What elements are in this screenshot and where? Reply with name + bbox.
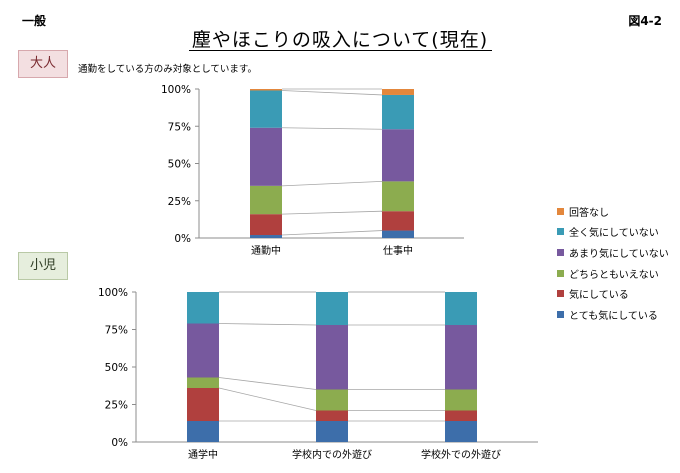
- child-series-line: [218, 323, 317, 326]
- adult-bar-segment: [382, 94, 414, 130]
- adult-series-line: [281, 210, 383, 215]
- child-bar-segment: [445, 389, 477, 411]
- child-bar-segment: [445, 292, 477, 325]
- legend-item: あまり気にしていない: [557, 242, 669, 263]
- adult-bar-segment: [382, 181, 414, 212]
- child-bar-segment: [445, 325, 477, 390]
- child-y-tick-label: 75%: [105, 325, 128, 337]
- child-tag: 小児: [18, 252, 68, 280]
- child-bar-segment: [187, 421, 219, 442]
- adult-note: 通勤をしている方のみ対象としています。: [78, 64, 257, 75]
- legend-item: 回答なし: [557, 201, 669, 222]
- child-y-tick-label: 100%: [98, 287, 128, 299]
- child-bar-segment: [316, 410, 348, 421]
- adult-y-tick-label: 75%: [168, 121, 191, 133]
- child-series-line: [218, 387, 317, 411]
- legend-label: 全く気にしていない: [569, 228, 659, 240]
- adult-bar-segment: [250, 214, 282, 236]
- adult-y-tick-label: 50%: [168, 159, 191, 171]
- adult-series-line: [281, 127, 383, 130]
- child-series-line: [218, 377, 317, 390]
- adult-series-line: [281, 90, 383, 96]
- adult-bar-segment: [250, 185, 282, 215]
- adult-bar-segment: [250, 90, 282, 128]
- adult-y-tick-label: 100%: [161, 84, 191, 96]
- child-bar-segment: [187, 323, 219, 378]
- adult-bar-segment: [250, 127, 282, 186]
- legend-swatch: [557, 207, 564, 215]
- adult-category-label: 通勤中: [251, 244, 281, 257]
- legend-item: 気にしている: [557, 283, 669, 304]
- adult-bar-segment: [382, 211, 414, 231]
- section-label: 一般: [22, 14, 47, 28]
- child-category-label: 学校外での外遊び: [421, 448, 501, 461]
- child-bar-segment: [316, 325, 348, 390]
- child-bar-segment: [445, 410, 477, 421]
- legend-swatch: [557, 269, 564, 277]
- adult-category-label: 仕事中: [383, 244, 413, 257]
- legend-swatch: [557, 310, 564, 318]
- legend-item: とても気にしている: [557, 304, 669, 325]
- child-y-tick-label: 25%: [105, 400, 128, 412]
- child-bar-segment: [187, 388, 219, 421]
- legend-label: あまり気にしていない: [569, 248, 669, 260]
- child-bar-segment: [187, 377, 219, 388]
- adult-bar-segment: [382, 89, 414, 95]
- legend-label: 気にしている: [569, 290, 629, 302]
- adult-series-line: [281, 230, 383, 236]
- adult-bar-segment: [382, 129, 414, 182]
- adult-bar-segment: [250, 89, 282, 91]
- legend-item: どちらともいえない: [557, 263, 669, 284]
- adult-y-tick-label: 0%: [174, 233, 191, 245]
- legend-label: とても気にしている: [569, 310, 658, 322]
- adult-bar-segment: [250, 235, 282, 238]
- chart-legend: 回答なし全く気にしていない あまり気にしていない どちらともいえない 気にしているとて…: [557, 201, 669, 325]
- child-y-tick-label: 0%: [111, 437, 128, 449]
- legend-swatch: [557, 228, 564, 236]
- legend-swatch: [557, 290, 564, 298]
- figure-number: 図4-2: [628, 14, 662, 28]
- legend-swatch: [557, 248, 564, 256]
- child-bar-segment: [316, 421, 348, 442]
- child-bar-segment: [316, 292, 348, 325]
- adult-series-line: [281, 180, 383, 187]
- title-underline: [189, 50, 492, 51]
- child-category-label: 通学中: [188, 448, 218, 461]
- adult-y-tick-label: 25%: [168, 196, 191, 208]
- legend-label: どちらともいえない: [569, 269, 659, 281]
- legend-item: 全く気にしていない: [557, 222, 669, 243]
- child-bar-segment: [445, 421, 477, 442]
- child-category-label: 学校内での外遊び: [292, 448, 372, 461]
- child-bar-segment: [187, 292, 219, 324]
- child-bar-segment: [316, 389, 348, 411]
- child-y-tick-label: 50%: [105, 362, 128, 374]
- page-title: 塵やほこりの吸入について(現在): [191, 29, 489, 51]
- adult-tag: 大人: [18, 50, 68, 78]
- adult-bar-segment: [382, 230, 414, 238]
- legend-label: 回答なし: [569, 207, 609, 219]
